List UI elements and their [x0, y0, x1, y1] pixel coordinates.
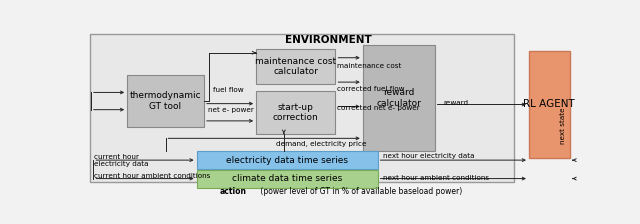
- Text: next hour electricity data: next hour electricity data: [383, 153, 474, 159]
- FancyBboxPatch shape: [256, 91, 335, 134]
- Text: reward: reward: [443, 100, 468, 106]
- Text: climate data time series: climate data time series: [232, 174, 342, 183]
- FancyBboxPatch shape: [529, 51, 570, 158]
- Text: RL AGENT: RL AGENT: [524, 99, 575, 110]
- Text: thermodynamic
GT tool: thermodynamic GT tool: [130, 91, 202, 111]
- Text: corrected fuel flow: corrected fuel flow: [337, 86, 404, 92]
- Text: action: action: [219, 187, 246, 196]
- Text: fuel flow: fuel flow: [213, 87, 244, 93]
- Text: corrected net e- power: corrected net e- power: [337, 105, 420, 111]
- FancyBboxPatch shape: [363, 45, 435, 151]
- Text: maintenance cost
calculator: maintenance cost calculator: [255, 57, 337, 76]
- Text: current hour ambient conditions: current hour ambient conditions: [94, 173, 211, 179]
- FancyBboxPatch shape: [196, 170, 378, 188]
- FancyBboxPatch shape: [196, 151, 378, 169]
- Text: ENVIRONMENT: ENVIRONMENT: [285, 35, 371, 45]
- Text: next state: next state: [560, 107, 566, 144]
- FancyBboxPatch shape: [127, 75, 204, 127]
- Text: demand, electricity price: demand, electricity price: [276, 141, 367, 147]
- Text: electricity data time series: electricity data time series: [226, 156, 348, 165]
- FancyBboxPatch shape: [256, 49, 335, 84]
- Text: maintenance cost: maintenance cost: [337, 63, 401, 69]
- Text: (power level of GT in % of available baseload power): (power level of GT in % of available bas…: [257, 187, 462, 196]
- Text: next hour ambient conditions: next hour ambient conditions: [383, 175, 489, 181]
- FancyBboxPatch shape: [90, 34, 514, 182]
- Text: start-up
correction: start-up correction: [273, 103, 319, 122]
- Text: current hour
electricity data: current hour electricity data: [94, 154, 148, 167]
- Text: reward
calculator: reward calculator: [376, 88, 421, 108]
- Text: net e- power: net e- power: [208, 107, 254, 113]
